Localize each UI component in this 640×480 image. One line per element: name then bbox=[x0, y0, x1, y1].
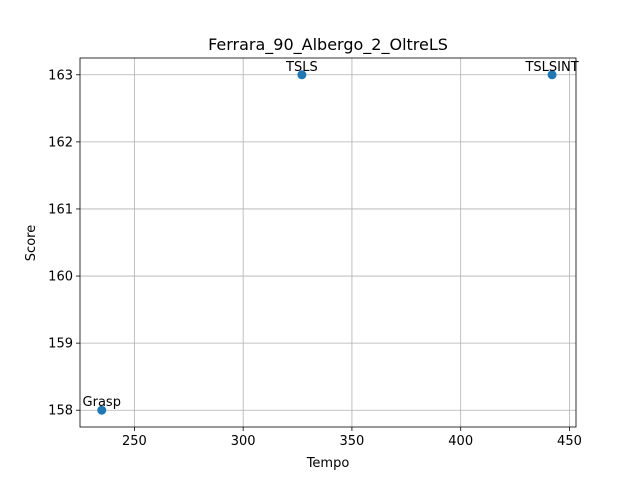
y-tick-label: 161 bbox=[48, 202, 73, 217]
x-tick-label: 400 bbox=[448, 434, 473, 449]
point-label: TSLSINT bbox=[524, 60, 578, 75]
grid bbox=[80, 58, 576, 427]
y-tick-label: 159 bbox=[48, 337, 73, 352]
x-tick-label: 350 bbox=[340, 434, 365, 449]
point-label: Grasp bbox=[83, 395, 121, 410]
data-point bbox=[97, 405, 107, 415]
x-tick-label: 250 bbox=[122, 434, 147, 449]
y-tick-label: 162 bbox=[48, 135, 73, 150]
x-tick-label: 300 bbox=[231, 434, 256, 449]
data-point bbox=[297, 70, 307, 80]
chart-title: Ferrara_90_Albergo_2_OltreLS bbox=[208, 35, 448, 55]
y-tick-label: 158 bbox=[48, 404, 73, 419]
data-points: Grasp TSLS TSLSINT bbox=[83, 60, 579, 415]
y-tick-label: 160 bbox=[48, 270, 73, 285]
y-axis-label: Score bbox=[24, 225, 39, 261]
y-tick-label: 163 bbox=[48, 68, 73, 83]
x-axis-label: Tempo bbox=[306, 456, 350, 471]
data-point bbox=[547, 70, 557, 80]
point-label: TSLS bbox=[285, 60, 318, 75]
axes: 250 300 350 400 450 158 159 160 161 162 163 bbox=[48, 57, 582, 449]
plot-frame bbox=[79, 57, 577, 428]
x-tick-label: 450 bbox=[557, 434, 582, 449]
